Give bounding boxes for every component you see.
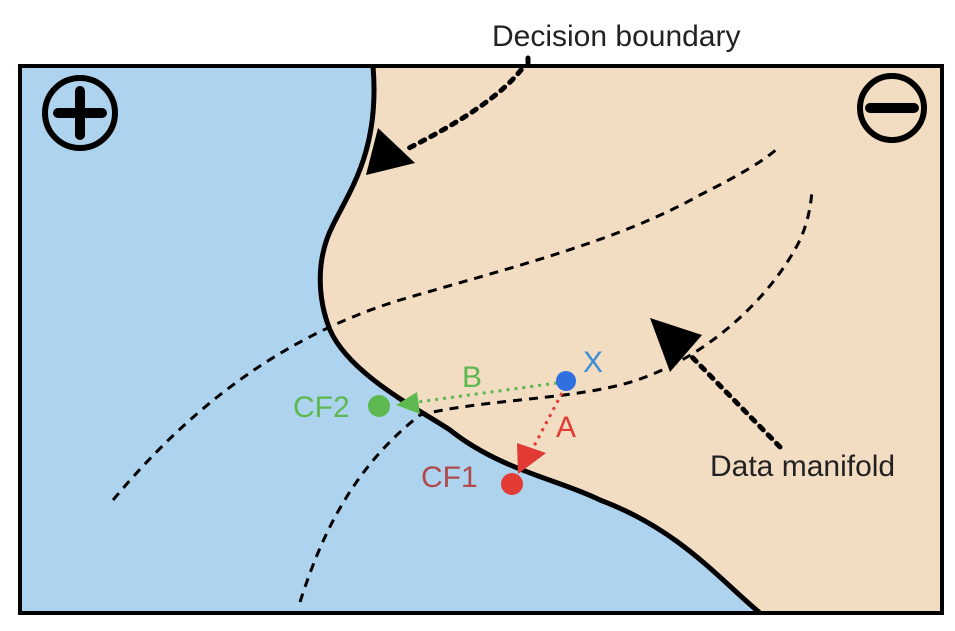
data-manifold-label: Data manifold (710, 450, 895, 483)
plus-circle-icon (42, 75, 118, 151)
cf1-label: CF1 (421, 461, 478, 494)
cf1-marker (501, 473, 523, 495)
path-b-arrowhead (396, 392, 420, 414)
decision-boundary-pointer (402, 66, 527, 153)
manifold-curve-upper (111, 146, 780, 501)
path-a-arrowhead (517, 443, 546, 474)
decision-boundary-arrowhead (366, 128, 415, 175)
data-manifold-arrowhead (650, 318, 702, 372)
cf2-marker (368, 395, 390, 417)
path-a-label: A (556, 411, 576, 444)
decision-boundary-label: Decision boundary (492, 20, 740, 53)
minus-circle-icon (857, 73, 927, 143)
diagram-frame (18, 64, 944, 615)
positive-class-region (20, 66, 760, 613)
data-manifold-pointer (687, 352, 783, 450)
point-x-marker (556, 371, 576, 391)
cf2-label: CF2 (293, 391, 350, 424)
path-b-label: B (462, 361, 482, 394)
path-a-line (531, 392, 564, 449)
point-x-label: X (583, 346, 603, 379)
